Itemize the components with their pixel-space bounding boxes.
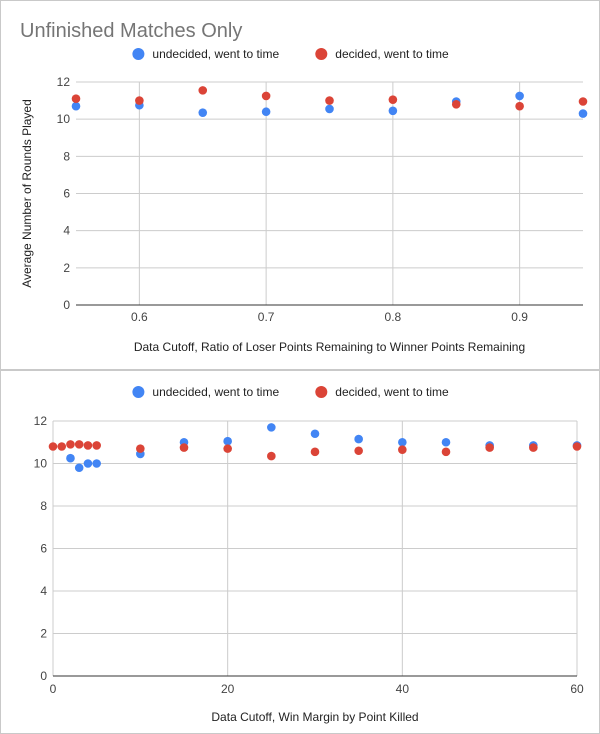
data-point — [578, 109, 588, 118]
chart-panel-top: Unfinished Matches Only undecided, went t… — [0, 0, 600, 370]
data-point — [572, 442, 582, 451]
y-tick-label: 2 — [40, 627, 47, 641]
y-tick-label: 8 — [63, 149, 70, 163]
data-point — [451, 100, 461, 109]
legend-marker-2 — [315, 48, 328, 60]
legend-marker-2 — [315, 386, 328, 398]
data-point — [310, 429, 320, 439]
data-point — [398, 445, 407, 454]
x-tick-label: 0.9 — [511, 310, 528, 324]
data-point — [267, 423, 276, 432]
data-point — [354, 434, 363, 444]
data-point — [223, 444, 232, 453]
x-tick-label: 0 — [50, 682, 57, 696]
data-point — [57, 442, 67, 451]
data-point — [261, 91, 271, 101]
legend-marker-1 — [132, 386, 145, 398]
series-2 — [71, 86, 588, 111]
x-tick-label: 60 — [570, 682, 584, 696]
data-point — [92, 459, 101, 468]
data-point — [136, 444, 145, 453]
data-point — [71, 94, 81, 104]
y-tick-label: 10 — [57, 112, 71, 126]
series-2 — [48, 440, 582, 461]
data-point — [485, 443, 494, 452]
chart-bottom-svg: undecided, went to time decided, went to … — [34, 385, 584, 724]
data-point — [48, 442, 58, 451]
chart-legend: undecided, went to time decided, went to … — [132, 47, 449, 61]
data-point — [515, 91, 524, 101]
data-point — [198, 108, 208, 117]
data-point — [398, 437, 407, 447]
y-tick-label: 8 — [40, 499, 47, 513]
data-point — [74, 440, 84, 449]
y-tick-label: 6 — [63, 187, 70, 201]
data-point — [198, 86, 208, 95]
y-tick-label: 0 — [63, 298, 70, 312]
data-point — [83, 441, 93, 450]
chart-legend: undecided, went to time decided, went to … — [132, 385, 449, 399]
y-tick-label: 4 — [63, 224, 70, 238]
data-point — [223, 436, 232, 446]
legend-label-2: decided, went to time — [335, 47, 449, 61]
chart-panel-bottom: undecided, went to time decided, went to … — [0, 370, 600, 734]
y-tick-label: 0 — [40, 669, 47, 683]
chart-title: Unfinished Matches Only — [20, 20, 242, 42]
y-tick-label: 12 — [34, 414, 48, 428]
data-point — [325, 104, 334, 114]
x-axis-label: Data Cutoff, Win Margin by Point Killed — [211, 710, 418, 724]
x-tick-label: 0.8 — [385, 310, 402, 324]
y-tick-label: 2 — [63, 261, 70, 275]
legend-label-1: undecided, went to time — [152, 385, 279, 399]
data-point — [74, 463, 84, 473]
data-point — [515, 101, 524, 111]
legend-marker-1 — [132, 48, 145, 60]
y-tick-label: 4 — [40, 584, 47, 598]
data-point — [83, 459, 93, 468]
data-point — [441, 437, 451, 447]
legend-label-2: decided, went to time — [335, 385, 449, 399]
x-tick-label: 0.6 — [131, 310, 148, 324]
y-tick-label: 10 — [34, 457, 48, 471]
chart-top-svg: Unfinished Matches Only undecided, went t… — [20, 20, 588, 354]
data-point — [66, 453, 75, 463]
data-point — [325, 96, 334, 105]
legend-label-1: undecided, went to time — [152, 47, 279, 61]
data-point — [388, 95, 398, 104]
data-point — [267, 451, 276, 461]
y-axis-label: Average Number of Rounds Played — [20, 99, 34, 288]
x-tick-label: 40 — [396, 682, 410, 696]
x-axis-label: Data Cutoff, Ratio of Loser Points Remai… — [134, 340, 525, 354]
x-tick-label: 20 — [221, 682, 235, 696]
data-point — [66, 440, 75, 449]
data-point — [441, 447, 451, 457]
data-point — [388, 106, 398, 116]
data-point — [261, 107, 271, 117]
data-point — [354, 446, 363, 456]
y-tick-label: 6 — [40, 542, 47, 556]
data-point — [92, 441, 101, 450]
data-point — [529, 443, 538, 452]
data-point — [578, 97, 588, 106]
data-point — [310, 447, 320, 457]
y-tick-label: 12 — [57, 75, 71, 89]
data-point — [179, 443, 189, 452]
data-point — [71, 101, 81, 111]
data-point — [135, 96, 144, 105]
x-tick-label: 0.7 — [258, 310, 275, 324]
